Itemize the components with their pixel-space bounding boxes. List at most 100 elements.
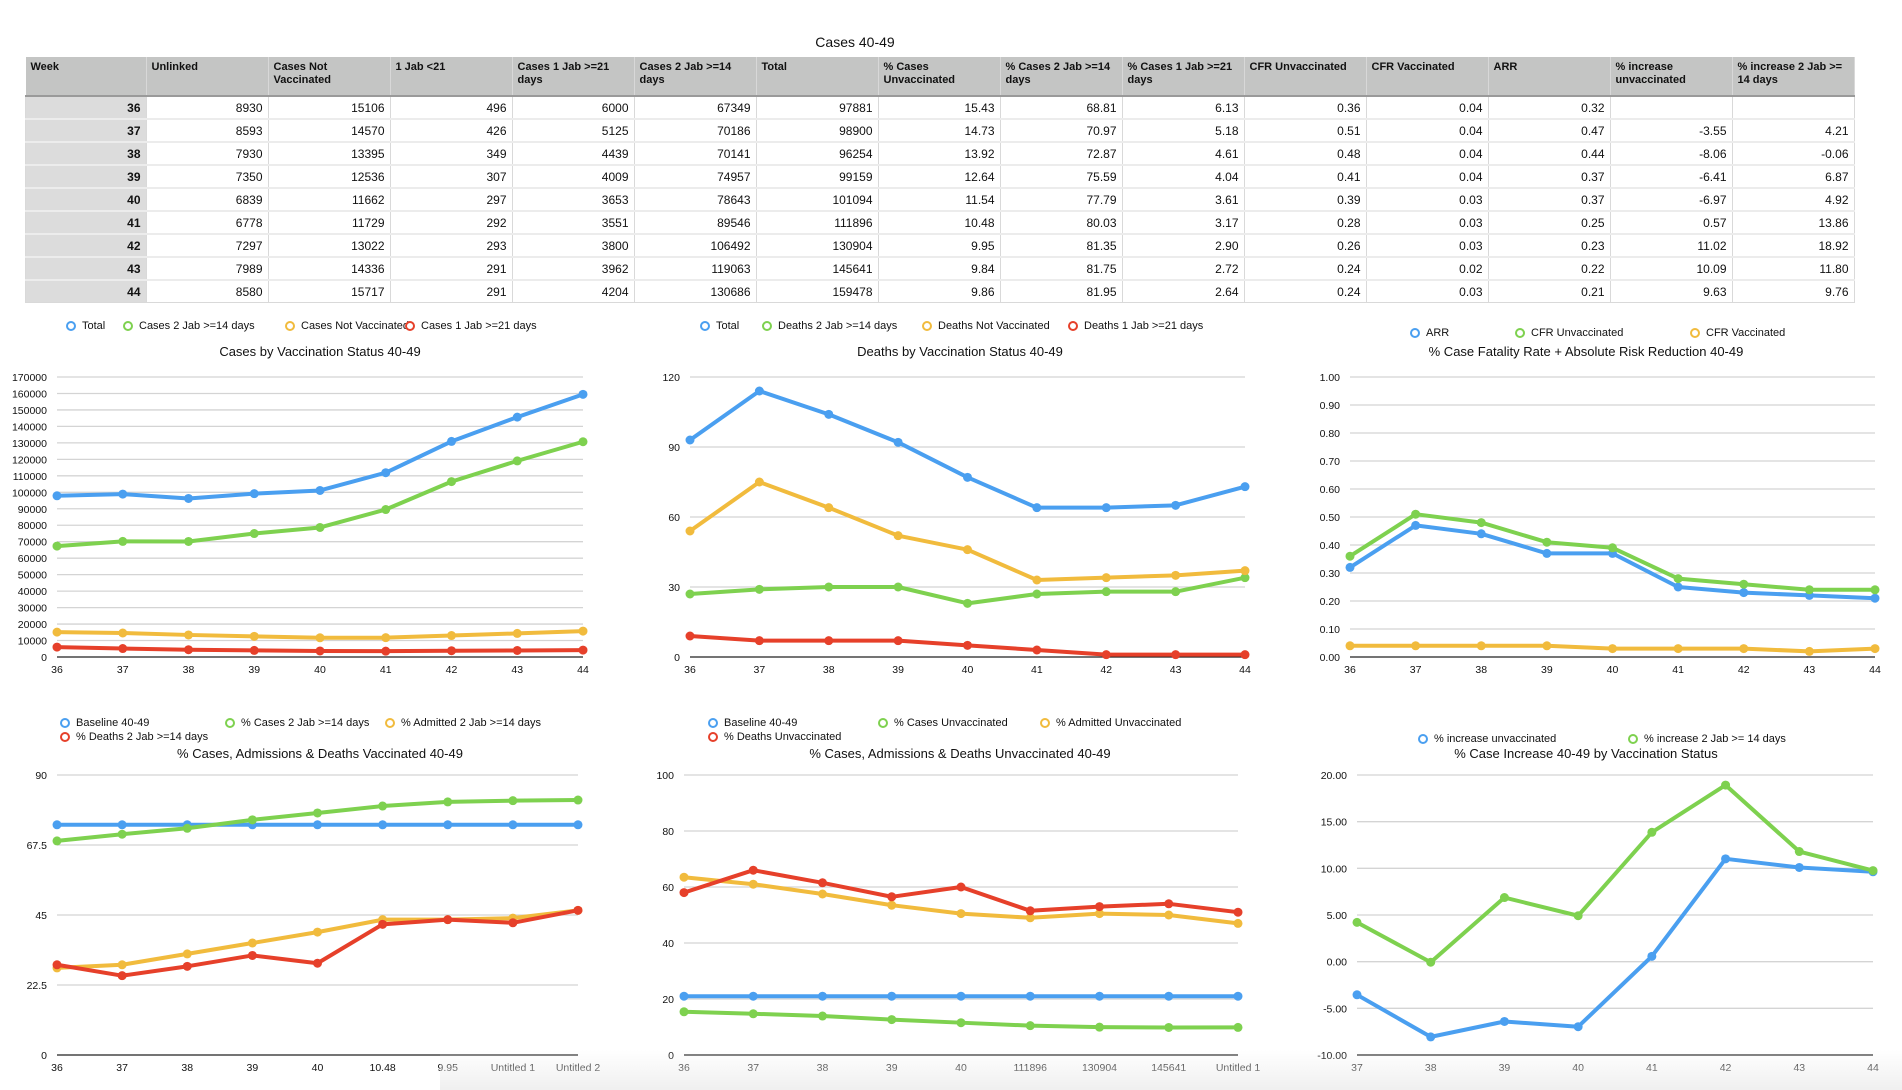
data-point[interactable] bbox=[1171, 570, 1181, 580]
legend-item[interactable]: ARR bbox=[1410, 327, 1449, 339]
data-point[interactable] bbox=[118, 489, 128, 499]
data-point[interactable] bbox=[118, 536, 128, 546]
data-point[interactable] bbox=[52, 960, 62, 970]
data-point[interactable] bbox=[1673, 574, 1683, 584]
legend-item[interactable]: % Admitted Unvaccinated bbox=[1040, 717, 1181, 729]
data-point[interactable] bbox=[249, 529, 259, 539]
data-point[interactable] bbox=[1673, 582, 1683, 592]
data-point[interactable] bbox=[381, 633, 391, 643]
data-point[interactable] bbox=[1352, 917, 1362, 927]
data-point[interactable] bbox=[1542, 548, 1552, 558]
data-point[interactable] bbox=[754, 584, 764, 594]
data-point[interactable] bbox=[893, 582, 903, 592]
data-point[interactable] bbox=[1870, 593, 1880, 603]
data-point[interactable] bbox=[1101, 587, 1111, 597]
data-point[interactable] bbox=[378, 801, 388, 811]
data-point[interactable] bbox=[1032, 503, 1042, 513]
legend-item[interactable]: Cases Not Vaccinated bbox=[285, 320, 409, 332]
data-point[interactable] bbox=[1171, 650, 1181, 660]
data-point[interactable] bbox=[1164, 910, 1174, 920]
data-point[interactable] bbox=[1804, 646, 1814, 656]
data-point[interactable] bbox=[1233, 991, 1243, 1001]
data-point[interactable] bbox=[963, 472, 972, 482]
legend-item[interactable]: % Cases Unvaccinated bbox=[878, 717, 1008, 729]
data-point[interactable] bbox=[1870, 585, 1880, 595]
data-point[interactable] bbox=[1032, 589, 1042, 599]
data-point[interactable] bbox=[315, 633, 325, 643]
data-point[interactable] bbox=[887, 892, 897, 902]
data-point[interactable] bbox=[748, 879, 758, 889]
data-point[interactable] bbox=[1426, 957, 1436, 967]
data-point[interactable] bbox=[378, 919, 388, 929]
legend-item[interactable]: % Admitted 2 Jab >=14 days bbox=[385, 717, 541, 729]
data-point[interactable] bbox=[447, 436, 456, 446]
data-point[interactable] bbox=[748, 991, 758, 1001]
data-point[interactable] bbox=[1794, 862, 1804, 872]
data-point[interactable] bbox=[182, 961, 192, 971]
data-point[interactable] bbox=[685, 526, 695, 536]
data-point[interactable] bbox=[447, 646, 456, 656]
data-point[interactable] bbox=[508, 796, 518, 806]
data-point[interactable] bbox=[824, 503, 834, 513]
data-point[interactable] bbox=[249, 489, 259, 499]
data-point[interactable] bbox=[313, 958, 322, 968]
legend-item[interactable]: % Deaths Unvaccinated bbox=[708, 731, 841, 743]
data-point[interactable] bbox=[247, 815, 257, 825]
data-point[interactable] bbox=[818, 889, 827, 899]
data-point[interactable] bbox=[315, 646, 325, 656]
data-point[interactable] bbox=[956, 991, 966, 1001]
legend-item[interactable]: CFR Vaccinated bbox=[1690, 327, 1785, 339]
data-point[interactable] bbox=[381, 468, 391, 478]
data-point[interactable] bbox=[1476, 529, 1486, 539]
data-point[interactable] bbox=[824, 409, 834, 419]
data-point[interactable] bbox=[748, 1009, 758, 1019]
data-point[interactable] bbox=[685, 435, 695, 445]
data-point[interactable] bbox=[1164, 991, 1174, 1001]
data-point[interactable] bbox=[447, 631, 456, 641]
data-point[interactable] bbox=[247, 950, 257, 960]
data-point[interactable] bbox=[182, 823, 192, 833]
data-point[interactable] bbox=[1499, 893, 1509, 903]
data-point[interactable] bbox=[818, 878, 827, 888]
data-point[interactable] bbox=[1476, 641, 1486, 651]
data-point[interactable] bbox=[824, 636, 834, 646]
data-point[interactable] bbox=[512, 628, 522, 638]
data-point[interactable] bbox=[508, 918, 518, 928]
data-point[interactable] bbox=[117, 820, 127, 830]
data-point[interactable] bbox=[679, 991, 689, 1001]
data-point[interactable] bbox=[512, 456, 522, 466]
data-point[interactable] bbox=[1608, 644, 1617, 654]
data-point[interactable] bbox=[1171, 500, 1181, 510]
legend-item[interactable]: Baseline 40-49 bbox=[708, 717, 797, 729]
data-point[interactable] bbox=[1101, 573, 1111, 583]
data-point[interactable] bbox=[578, 645, 588, 655]
data-point[interactable] bbox=[887, 991, 897, 1001]
data-point[interactable] bbox=[1233, 1022, 1243, 1032]
data-point[interactable] bbox=[249, 631, 259, 641]
legend-item[interactable]: Deaths 2 Jab >=14 days bbox=[762, 320, 897, 332]
data-point[interactable] bbox=[1240, 650, 1250, 660]
data-point[interactable] bbox=[1164, 1022, 1174, 1032]
data-point[interactable] bbox=[1794, 847, 1804, 857]
data-point[interactable] bbox=[578, 389, 588, 399]
data-point[interactable] bbox=[818, 991, 827, 1001]
data-point[interactable] bbox=[1240, 573, 1250, 583]
legend-item[interactable]: Total bbox=[700, 320, 739, 332]
legend-item[interactable]: Deaths Not Vaccinated bbox=[922, 320, 1050, 332]
data-point[interactable] bbox=[578, 626, 588, 636]
data-point[interactable] bbox=[512, 645, 522, 655]
data-point[interactable] bbox=[1352, 990, 1362, 1000]
data-point[interactable] bbox=[1542, 641, 1552, 651]
data-point[interactable] bbox=[685, 589, 695, 599]
data-point[interactable] bbox=[893, 437, 903, 447]
data-point[interactable] bbox=[508, 820, 518, 830]
data-point[interactable] bbox=[754, 477, 764, 487]
data-point[interactable] bbox=[1739, 644, 1749, 654]
data-point[interactable] bbox=[443, 820, 453, 830]
legend-item[interactable]: Total bbox=[66, 320, 105, 332]
data-point[interactable] bbox=[313, 808, 322, 818]
legend-item[interactable]: CFR Unvaccinated bbox=[1515, 327, 1623, 339]
data-point[interactable] bbox=[1739, 588, 1749, 598]
data-point[interactable] bbox=[443, 797, 453, 807]
data-point[interactable] bbox=[685, 631, 695, 641]
